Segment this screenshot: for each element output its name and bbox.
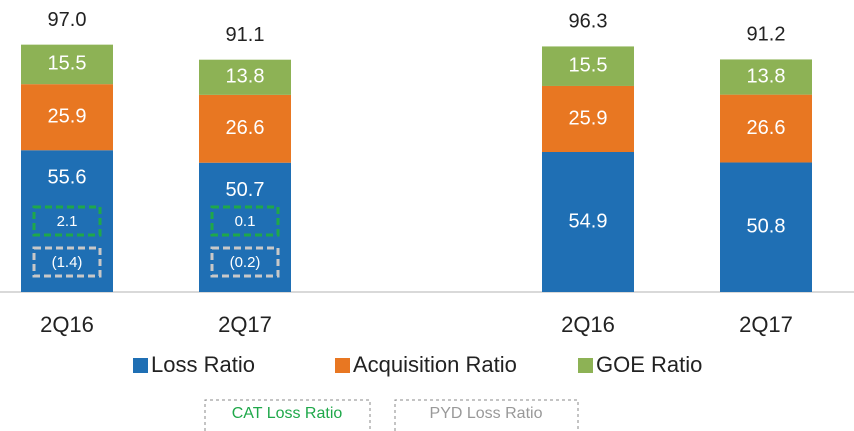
segment-label: 13.8 <box>226 66 265 88</box>
total-label: 96.3 <box>569 11 608 33</box>
legend-box <box>394 399 579 431</box>
cat-label: 0.1 <box>235 213 256 230</box>
legend-label: PYD Loss Ratio <box>430 405 543 422</box>
pyd-label: (0.2) <box>230 254 261 271</box>
x-tick-label: 2Q16 <box>561 312 615 337</box>
legend-label: Loss Ratio <box>151 352 255 377</box>
bar-segment <box>720 162 812 292</box>
bar-segment <box>21 44 113 85</box>
bar-segment <box>720 59 812 95</box>
total-label: 91.2 <box>747 24 786 46</box>
cat-box <box>210 205 280 237</box>
cat-box <box>32 205 102 237</box>
segment-label: 55.6 <box>48 167 87 189</box>
bar-segment <box>199 162 291 292</box>
segment-label: 26.6 <box>747 117 786 139</box>
cat-label: 2.1 <box>57 213 78 230</box>
x-tick-label: 2Q17 <box>218 312 272 337</box>
legend-swatch <box>133 358 148 373</box>
legend-box <box>204 399 371 431</box>
segment-label: 26.6 <box>226 117 265 139</box>
segment-label: 54.9 <box>569 210 608 232</box>
segment-label: 50.8 <box>747 216 786 238</box>
x-tick-label: 2Q16 <box>40 312 94 337</box>
bar-segment <box>542 85 634 153</box>
total-label: 91.1 <box>226 24 265 46</box>
pyd-label: (1.4) <box>52 254 83 271</box>
legend-swatch <box>578 358 593 373</box>
x-tick-label: 2Q17 <box>739 312 793 337</box>
bar-segment <box>542 46 634 86</box>
bar-segment <box>21 150 113 292</box>
bar-segment <box>542 152 634 292</box>
legend-swatch <box>335 358 350 373</box>
pyd-box <box>210 246 280 278</box>
segment-label: 15.5 <box>569 54 608 76</box>
legend-label: CAT Loss Ratio <box>232 405 343 422</box>
segment-label: 13.8 <box>747 65 786 87</box>
bar-segment <box>199 59 291 95</box>
segment-label: 25.9 <box>48 105 87 127</box>
segment-label: 15.5 <box>48 53 87 75</box>
legend-label: Acquisition Ratio <box>353 352 517 377</box>
pyd-box <box>32 246 102 278</box>
segment-label: 50.7 <box>226 179 265 201</box>
total-label: 97.0 <box>48 9 87 31</box>
segment-label: 25.9 <box>569 107 608 129</box>
bar-segment <box>199 94 291 163</box>
legend-label: GOE Ratio <box>596 352 702 377</box>
bar-segment <box>720 94 812 163</box>
bar-segment <box>21 84 113 151</box>
